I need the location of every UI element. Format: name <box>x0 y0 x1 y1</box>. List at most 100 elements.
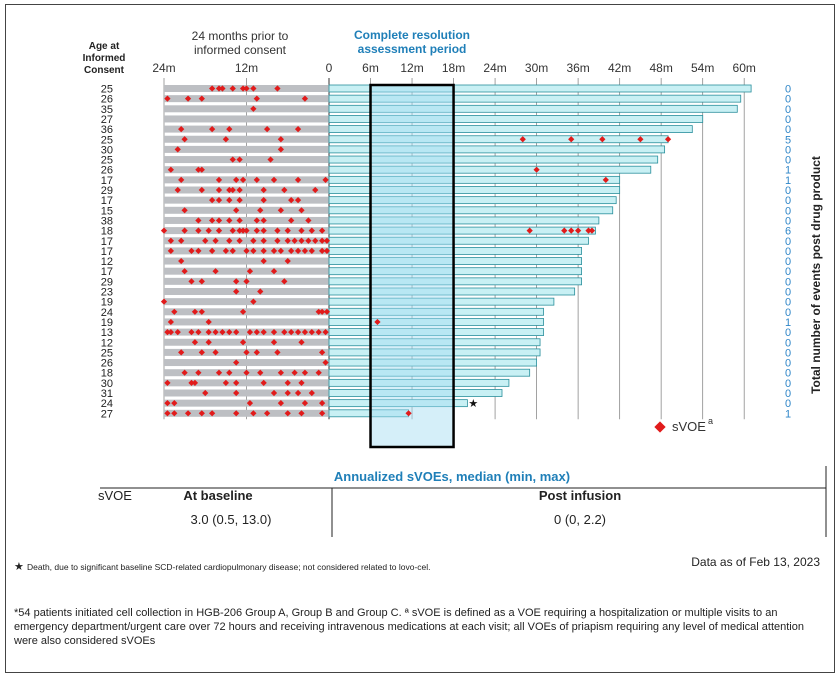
prior-event-marker <box>181 207 188 214</box>
post-event-count: 0 <box>785 358 791 370</box>
prior-event-marker <box>250 237 257 244</box>
prior-event-marker <box>319 227 326 234</box>
age-header: Age at Informed Consent <box>83 41 126 76</box>
prior-event-marker <box>167 247 174 255</box>
prior-event-marker <box>308 328 315 336</box>
prior-bar <box>164 196 329 204</box>
post-event-count: 0 <box>785 94 791 106</box>
post-bar <box>328 84 752 93</box>
post-event-count: 0 <box>785 104 791 116</box>
post-bar <box>328 328 544 337</box>
prior-bar <box>164 389 329 397</box>
x-tick-label-post: 30m <box>525 61 548 75</box>
prior-event-marker <box>319 410 326 417</box>
prior-event-marker <box>250 247 257 255</box>
footnote-main: *54 patients initiated cell collection i… <box>14 607 804 647</box>
prior-event-marker <box>319 308 326 315</box>
prior-event-marker <box>322 328 329 336</box>
post-bar <box>328 155 659 164</box>
prior-event-marker <box>195 247 202 255</box>
age-label: 17 <box>101 195 113 207</box>
age-label: 15 <box>101 205 113 217</box>
post-bar <box>328 267 582 276</box>
prior-event-marker <box>308 389 315 397</box>
prior-bar <box>164 298 329 306</box>
prior-event-marker <box>298 379 305 386</box>
post-event-count: 0 <box>785 337 791 349</box>
prior-event-marker <box>226 217 233 224</box>
post-event-count: 1 <box>785 165 791 177</box>
prior-event-marker <box>260 328 267 336</box>
table-row-label: sVOE <box>98 488 132 503</box>
age-label: 24 <box>101 307 113 319</box>
x-tick-label-prior: 24m <box>152 61 175 75</box>
post-event-count: 0 <box>785 368 791 380</box>
x-tick-label-prior: 0 <box>326 61 333 75</box>
x-tick-label-post: 36m <box>566 61 589 75</box>
prior-event-marker <box>308 227 315 234</box>
post-event-count: 0 <box>785 347 791 359</box>
post-event-count: 5 <box>785 134 791 146</box>
table-col1-header: At baseline <box>183 488 252 503</box>
post-event-count: 0 <box>785 307 791 319</box>
x-tick-label-post: 12m <box>400 61 423 75</box>
age-label: 25 <box>101 347 113 359</box>
age-label: 25 <box>101 155 113 167</box>
footnote-death: Death, due to significant baseline SCD-r… <box>27 562 431 572</box>
prior-event-marker <box>264 410 271 417</box>
prior-bar <box>164 216 329 224</box>
post-event-count: 0 <box>785 114 791 126</box>
prior-event-marker <box>229 156 236 163</box>
prior-bar <box>164 338 329 346</box>
resolution-header-line-2: assessment period <box>358 42 467 56</box>
post-event-count: 0 <box>785 256 791 268</box>
post-event-count: 1 <box>785 408 791 420</box>
post-bar <box>328 175 621 184</box>
legend-diamond-icon <box>654 421 666 433</box>
resolution-window-border <box>369 83 455 449</box>
prior-bar <box>164 145 329 153</box>
prior-event-marker <box>294 176 302 183</box>
prior-event-marker <box>284 379 291 386</box>
prior-event-marker <box>215 197 223 204</box>
post-event-count: 0 <box>785 388 791 400</box>
age-label: 30 <box>101 144 113 156</box>
age-label: 26 <box>101 94 113 106</box>
prior-event-marker <box>298 410 305 417</box>
figure-frame <box>5 4 835 673</box>
prior-event-marker <box>236 156 243 163</box>
prior-header: 24 months prior to informed consent <box>192 29 289 57</box>
post-event-count: 0 <box>785 155 791 167</box>
x-tick-label-prior: 12m <box>235 61 258 75</box>
prior-event-marker <box>253 95 260 102</box>
prior-event-marker <box>215 85 223 92</box>
prior-event-marker <box>212 237 219 244</box>
prior-event-marker <box>178 125 185 133</box>
post-bar <box>328 145 666 154</box>
prior-event-marker <box>219 85 226 92</box>
resolution-header-line-1: Complete resolution <box>354 28 470 42</box>
prior-bar <box>164 359 329 367</box>
prior-event-marker <box>178 237 185 244</box>
prior-event-marker <box>198 95 205 102</box>
post-bar <box>328 338 541 347</box>
legend-label: sVOE <box>672 419 706 434</box>
post-event-count: 0 <box>785 297 791 309</box>
prior-event-marker <box>209 85 216 92</box>
post-event-count: 0 <box>785 215 791 227</box>
post-event-count: 6 <box>785 226 791 238</box>
prior-event-marker <box>284 257 291 265</box>
post-event-count: 0 <box>785 124 791 136</box>
prior-event-marker <box>198 186 205 194</box>
post-bar <box>328 287 576 296</box>
prior-event-marker <box>198 166 205 173</box>
prior-bar <box>164 135 329 143</box>
table-col2-value: 0 (0, 2.2) <box>554 512 606 527</box>
prior-event-marker <box>195 217 202 224</box>
prior-event-marker <box>291 369 298 376</box>
right-axis-label: Total number of events post drug product <box>809 156 823 394</box>
prior-bar <box>164 267 329 275</box>
prior-event-marker <box>257 369 264 376</box>
post-event-count: 0 <box>785 84 791 96</box>
